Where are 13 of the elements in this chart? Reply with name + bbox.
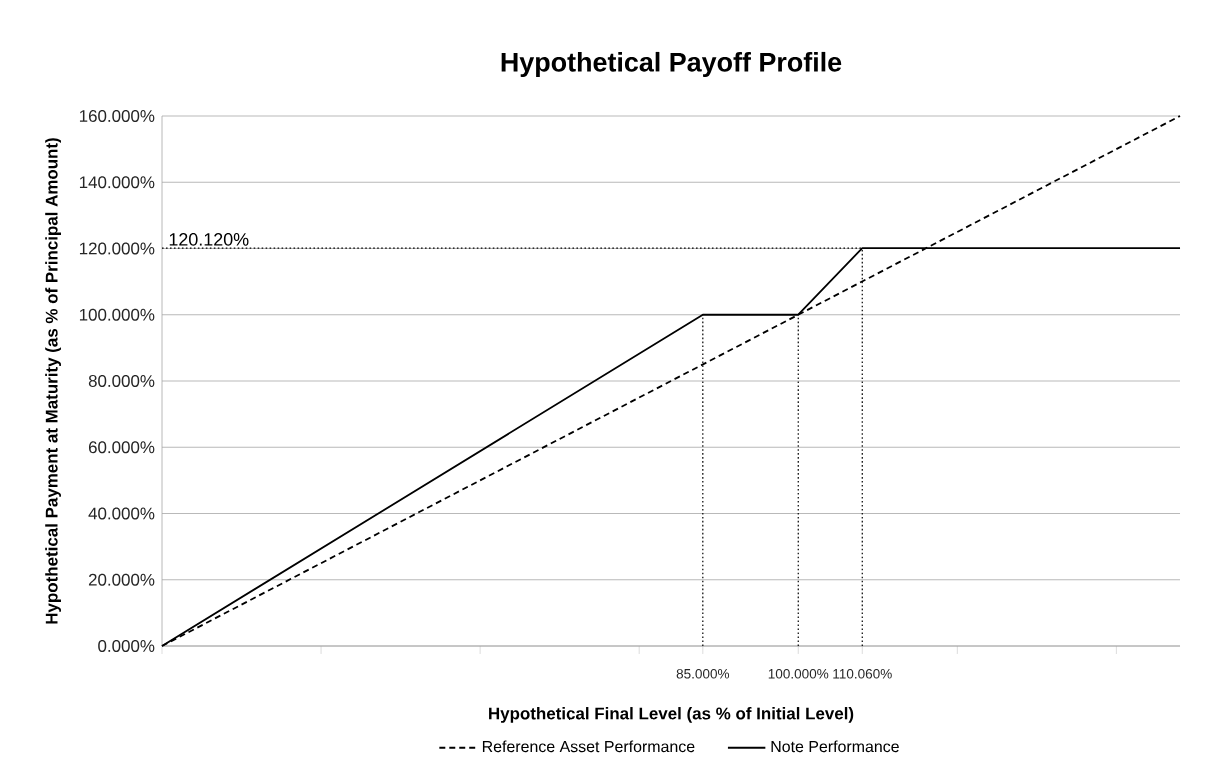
y-tick-label: 120.000% xyxy=(79,242,155,255)
y-tick-label: 0.000% xyxy=(98,640,155,652)
y-tick-label: 140.000% xyxy=(79,176,155,189)
y-tick-label: 160.000% xyxy=(79,110,155,122)
y-tick-label: 60.000% xyxy=(88,441,155,454)
y-tick-label: 20.000% xyxy=(88,573,155,586)
y-tick-label: 80.000% xyxy=(88,375,155,387)
y-tick-label: 40.000% xyxy=(88,507,155,520)
annotation: 120.120% xyxy=(169,233,249,246)
x-axis-title: Hypothetical Final Level (as % of Initial Level) xyxy=(489,707,854,723)
y-tick-label: 100.000% xyxy=(79,308,155,321)
y-axis-title: Hypothetical Payment at Maturity (as % of Principal Amount) xyxy=(45,138,61,624)
chart-title: Hypothetical Payoff Profile xyxy=(501,51,842,78)
